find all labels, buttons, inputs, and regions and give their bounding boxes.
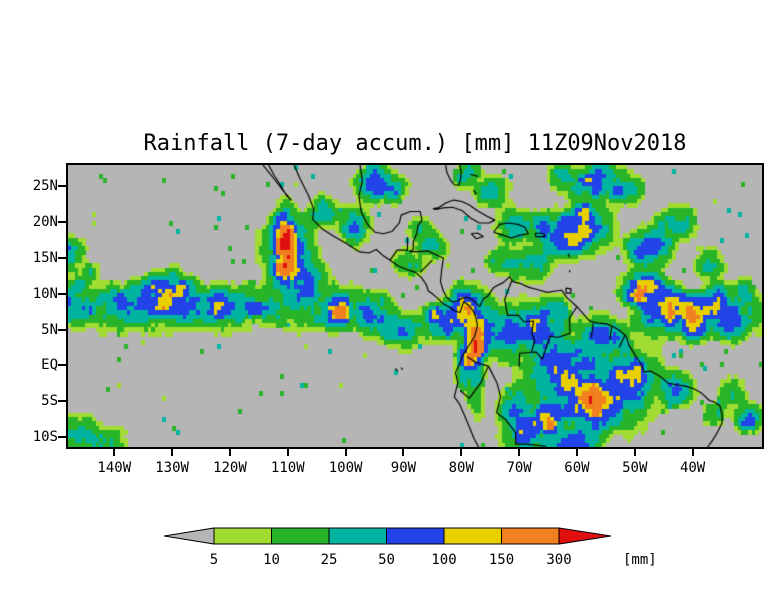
colorbar-arrow-high [558, 527, 612, 545]
x-tick-label: 60W [564, 460, 590, 476]
x-tick-label: 80W [448, 460, 474, 476]
y-tick-mark [58, 292, 66, 295]
colorbar-tick-label: 25 [321, 552, 338, 568]
x-tick-label: 110W [270, 460, 305, 476]
colorbar-segment [328, 527, 387, 545]
y-tick-label: EQ [41, 357, 58, 374]
x-tick-mark [575, 449, 578, 456]
y-tick-label: 15N [32, 250, 58, 267]
y-tick-mark [58, 221, 66, 224]
y-tick-mark [58, 257, 66, 260]
y-tick-label: 20N [32, 214, 58, 231]
x-tick-label: 50W [622, 460, 648, 476]
x-tick-mark [113, 449, 116, 456]
colorbar-tick-label: 300 [546, 552, 571, 568]
colorbar-segment [213, 527, 272, 545]
colorbar-segment [443, 527, 502, 545]
map-frame [66, 163, 764, 449]
y-tick-label: 25N [32, 178, 58, 195]
x-tick-mark [402, 449, 405, 456]
x-tick-label: 100W [328, 460, 363, 476]
y-tick-mark [58, 328, 66, 331]
x-tick-label: 90W [390, 460, 417, 476]
x-tick-mark [228, 449, 231, 456]
colorbar-units-label: [mm] [623, 552, 657, 568]
colorbar-tick-label: 5 [210, 552, 218, 568]
y-tick-mark [58, 435, 66, 438]
figure-title: Rainfall (7-day accum.) [mm] 11Z09Nov201… [143, 131, 687, 156]
rainfall-map [68, 165, 762, 447]
x-tick-label: 120W [213, 460, 247, 476]
y-tick-mark [58, 400, 66, 403]
y-tick-label: 10N [32, 285, 58, 302]
x-tick-mark [460, 449, 463, 456]
x-tick-label: 70W [506, 460, 532, 476]
y-tick-label: 5S [41, 393, 58, 410]
x-tick-label: 140W [97, 460, 132, 476]
colorbar-tick-label: 10 [263, 552, 280, 568]
colorbar-legend: 5 10 25 50 100 150 300 [mm] [164, 527, 657, 568]
y-tick-mark [58, 364, 66, 367]
colorbar-tick-label: 150 [489, 552, 514, 568]
colorbar-segment [271, 527, 330, 545]
colorbar-segment [386, 527, 445, 545]
x-tick-mark [171, 449, 174, 456]
x-tick-mark [344, 449, 347, 456]
colorbar-arrow-low [164, 527, 215, 545]
x-tick-mark [518, 449, 521, 456]
y-tick-label: 10S [32, 428, 58, 445]
x-tick-mark [633, 449, 636, 456]
y-tick-label: 5N [41, 321, 58, 338]
x-tick-mark [691, 449, 694, 456]
x-tick-label: 40W [679, 460, 706, 476]
x-tick-label: 130W [155, 460, 189, 476]
colorbar-segment [501, 527, 560, 545]
colorbar-tick-label: 50 [378, 552, 395, 568]
y-tick-mark [58, 185, 66, 188]
x-tick-mark [286, 449, 289, 456]
colorbar-tick-label: 100 [431, 552, 456, 568]
